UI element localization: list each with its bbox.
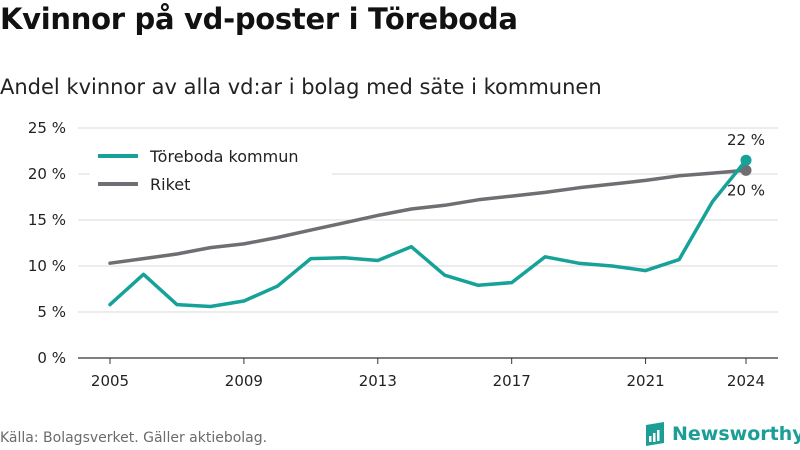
legend: Töreboda kommun Riket xyxy=(90,141,332,199)
y-tick-label: 10 % xyxy=(28,257,66,275)
end-labels: 22 % 20 % xyxy=(727,131,765,199)
x-tick-label: 2005 xyxy=(91,372,129,390)
end-point-toreboda xyxy=(740,154,752,166)
series-lines xyxy=(108,154,752,309)
end-point-riket xyxy=(740,164,752,176)
series-line-toreboda xyxy=(108,158,748,309)
end-label-toreboda: 22 % xyxy=(727,131,765,149)
x-tick-label: 2009 xyxy=(225,372,263,390)
y-tick-label: 25 % xyxy=(28,119,66,137)
brand-name: Newsworthy xyxy=(672,423,800,445)
legend-background xyxy=(90,141,332,199)
brand-logo[interactable]: Newsworthy xyxy=(644,420,800,448)
chart-title: Kvinnor på vd-poster i Töreboda xyxy=(0,2,518,36)
y-tick-label: 20 % xyxy=(28,165,66,183)
y-tick-label: 5 % xyxy=(37,303,66,321)
x-tick-label: 2021 xyxy=(626,372,664,390)
end-label-riket: 20 % xyxy=(727,181,765,199)
legend-label: Töreboda kommun xyxy=(149,147,298,166)
y-tick-label: 15 % xyxy=(28,211,66,229)
x-tick-label: 2013 xyxy=(359,372,397,390)
source-note: Källa: Bolagsverket. Gäller aktiebolag. xyxy=(0,430,268,446)
axes: 0 % 5 % 10 % 15 % 20 % 25 % 2005 2009 2013 2017 20… xyxy=(28,119,778,390)
newsworthy-logo-icon xyxy=(646,422,664,446)
y-tick-label: 0 % xyxy=(37,349,66,367)
series-line-riket xyxy=(108,168,748,265)
legend-label: Riket xyxy=(150,175,190,194)
x-tick-label: 2017 xyxy=(493,372,531,390)
chart-subtitle: Andel kvinnor av alla vd:ar i bolag med … xyxy=(0,75,602,99)
x-tick-label: 2024 xyxy=(727,372,765,390)
